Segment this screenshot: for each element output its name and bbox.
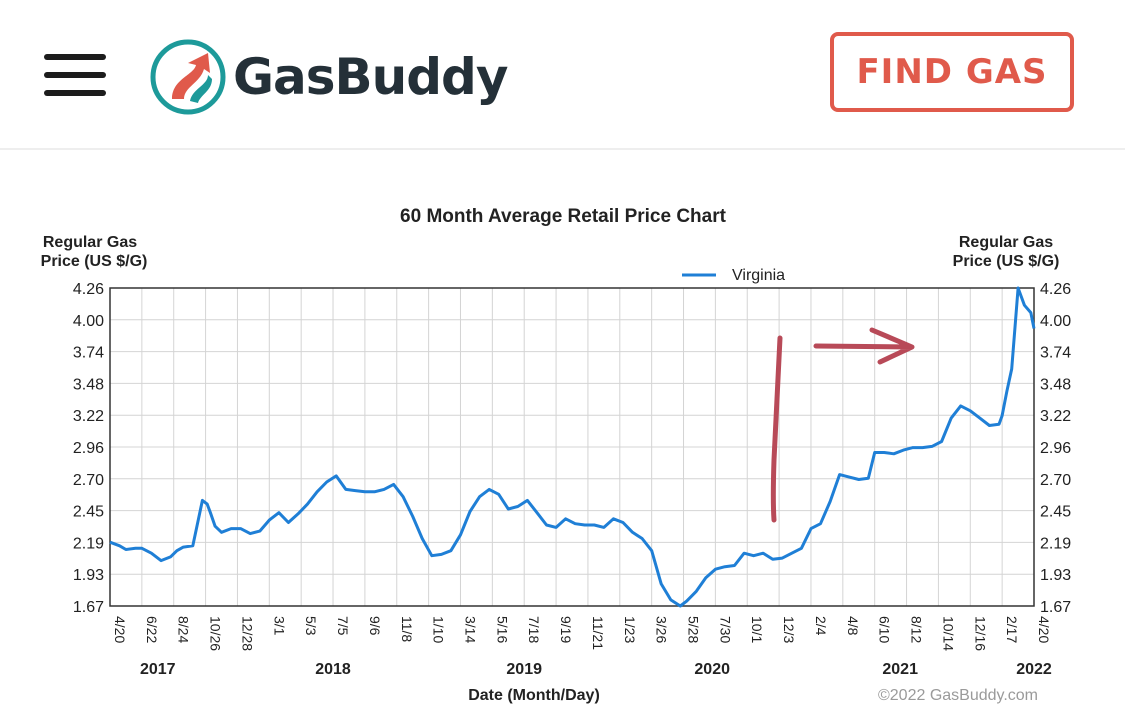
y-tick-right: 3.74 (1040, 345, 1071, 362)
x-tick-label: 8/12 (909, 616, 925, 643)
y-tick-left: 2.96 (73, 440, 104, 457)
y-tick-right: 1.67 (1040, 599, 1071, 616)
x-axis-label: Date (Month/Day) (468, 687, 600, 704)
y-axis-label-right: Regular Gas Price (US $/G) (953, 234, 1060, 270)
x-ticks: 4/20 6/22 8/24 10/26 12/28 3/1 5/3 7/5 9/6 11/8 1/… (112, 616, 1052, 651)
y-tick-right: 2.96 (1040, 440, 1071, 457)
copyright: ©2022 GasBuddy.com (878, 687, 1038, 704)
y-tick-right: 2.19 (1040, 535, 1071, 552)
x-tick-label: 2/17 (1004, 616, 1020, 643)
x-tick-label: 4/20 (112, 616, 128, 643)
x-tick-label: 11/8 (399, 616, 415, 642)
x-tick-label: 2/4 (813, 616, 829, 636)
x-tick-label: 5/28 (686, 616, 702, 643)
price-chart: 60 Month Average Retail Price Chart Regu… (41, 206, 1072, 704)
chart-grid (109, 287, 1035, 607)
x-tick-label: 8/24 (176, 616, 192, 643)
x-tick-label: 3/1 (271, 616, 287, 636)
brand-name[interactable]: GasBuddy (233, 48, 508, 106)
x-tick-label: 12/16 (972, 616, 988, 651)
x-tick-label: 6/22 (144, 616, 160, 643)
x-tick-label: 7/5 (335, 616, 351, 636)
year-label: 2019 (506, 661, 542, 678)
find-gas-button[interactable]: FIND GAS (830, 32, 1074, 112)
x-tick-label: 12/28 (239, 616, 255, 651)
y-tick-right: 4.00 (1040, 313, 1071, 330)
x-tick-label: 1/10 (431, 616, 447, 643)
year-labels: 2017 2018 2019 2020 2021 2022 (140, 661, 1052, 678)
x-tick-label: 9/19 (558, 616, 574, 643)
y-tick-left: 1.67 (73, 599, 104, 616)
x-tick-label: 7/18 (526, 616, 542, 643)
x-tick-label: 6/10 (877, 616, 893, 643)
x-tick-label: 7/30 (717, 616, 733, 643)
y-tick-left: 3.48 (73, 376, 104, 393)
x-tick-label: 3/14 (462, 616, 478, 643)
x-tick-label: 10/1 (749, 616, 765, 643)
y-tick-right: 3.22 (1040, 408, 1071, 425)
x-tick-label: 1/23 (622, 616, 638, 643)
y-tick-left: 3.74 (73, 345, 104, 362)
plot-area (109, 287, 1035, 607)
year-label: 2021 (882, 661, 918, 678)
y-tick-right: 2.45 (1040, 504, 1071, 521)
y-tick-left: 1.93 (73, 567, 104, 584)
y-tick-right: 3.48 (1040, 376, 1071, 393)
y-tick-left: 2.45 (73, 504, 104, 521)
y-tick-right: 2.70 (1040, 472, 1071, 489)
year-label: 2017 (140, 661, 176, 678)
chart-title: 60 Month Average Retail Price Chart (400, 206, 727, 227)
annotation-vertical-stroke (770, 335, 783, 523)
series-line-virginia (109, 286, 1036, 608)
gasbuddy-logo-icon[interactable] (150, 39, 226, 115)
app-header: GasBuddy FIND GAS (0, 0, 1125, 150)
hamburger-menu-icon[interactable] (44, 52, 106, 98)
y-tick-left: 2.70 (73, 472, 104, 489)
x-tick-label: 12/3 (781, 616, 797, 643)
x-tick-label: 11/21 (590, 616, 606, 650)
x-tick-label: 10/14 (940, 616, 956, 651)
x-tick-label: 3/26 (654, 616, 670, 643)
y-tick-right: 4.26 (1040, 281, 1071, 298)
y-tick-left: 2.19 (73, 535, 104, 552)
x-tick-label: 10/26 (208, 616, 224, 651)
year-label: 2020 (694, 661, 730, 678)
x-tick-label: 5/3 (303, 616, 319, 636)
x-tick-label: 9/6 (367, 616, 383, 636)
y-tick-right: 1.93 (1040, 567, 1071, 584)
x-tick-label: 4/8 (845, 616, 861, 636)
y-ticks-left: 4.26 4.00 3.74 3.48 3.22 2.96 2.70 2.45 2.19 1.93… (73, 281, 104, 616)
year-label: 2022 (1016, 661, 1052, 678)
annotation-right-arrow (813, 327, 915, 365)
y-tick-left: 4.00 (73, 313, 104, 330)
y-ticks-right: 4.26 4.00 3.74 3.48 3.22 2.96 2.70 2.45 2.19 1.93… (1040, 281, 1071, 616)
y-axis-label-left: Regular Gas Price (US $/G) (41, 234, 148, 270)
x-tick-label: 5/16 (494, 616, 510, 643)
year-label: 2018 (315, 661, 351, 678)
legend-label: Virginia (732, 267, 785, 284)
y-tick-left: 3.22 (73, 408, 104, 425)
x-tick-label: 4/20 (1036, 616, 1052, 643)
y-tick-left: 4.26 (73, 281, 104, 298)
